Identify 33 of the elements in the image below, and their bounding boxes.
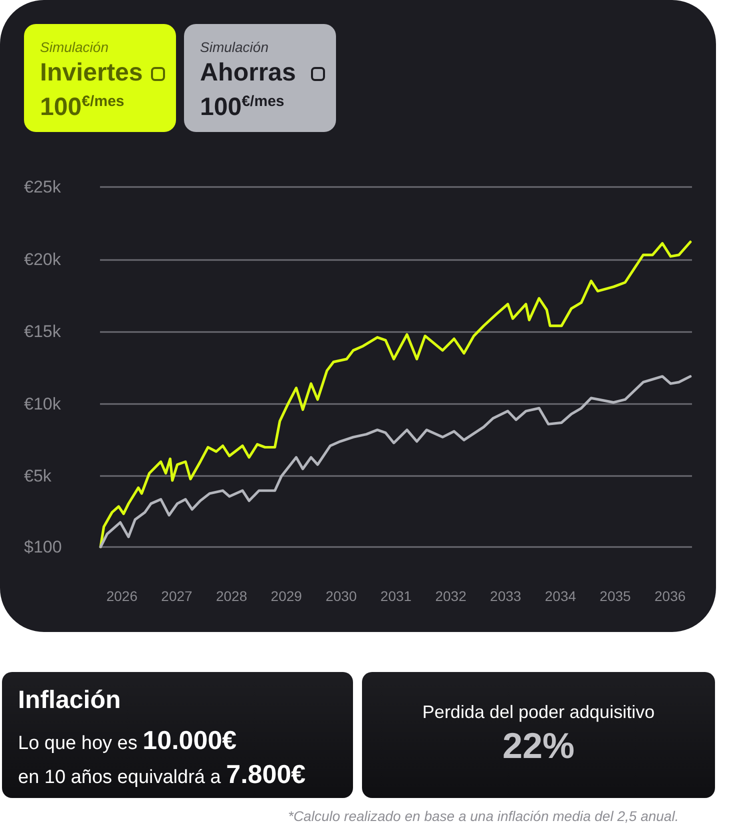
text: 100$^{€/mes}$ <box>200 92 286 121</box>
x-tick-label: 2035 <box>600 588 632 604</box>
line-series <box>99 375 692 548</box>
legend-label: Inviertes <box>40 58 143 86</box>
text: 7.800€ <box>226 759 306 789</box>
x-tick-label: 2036 <box>654 588 686 604</box>
x-tick-label: 2031 <box>380 588 412 604</box>
x-tick-label: 2026 <box>106 588 138 604</box>
text: Simulación <box>40 39 109 55</box>
line-series <box>99 240 692 548</box>
text: 100$^{€/mes}$ <box>40 92 126 121</box>
y-tick-label: €25k <box>24 178 62 196</box>
y-tick-label: €5k <box>24 466 52 486</box>
legend-label: Ahorras <box>200 58 296 86</box>
y-tick-label: €20k <box>24 250 62 269</box>
x-tick-label: 2028 <box>216 588 248 604</box>
text: en 10 años equivaldrá a <box>18 767 222 788</box>
x-tick-label: 2034 <box>544 588 576 604</box>
text: 22% <box>501 725 576 767</box>
text: Inflación <box>18 686 122 715</box>
text: 10.000€ <box>142 725 237 755</box>
y-tick-label: €10k <box>24 394 62 414</box>
x-tick-label: 2033 <box>490 588 522 604</box>
x-tick-label: 2029 <box>270 588 302 604</box>
y-tick-label: $100 <box>24 538 62 556</box>
text: Simulación <box>200 39 269 55</box>
x-tick-label: 2030 <box>326 588 357 604</box>
text: Perdida del poder adquisitivo <box>421 702 656 723</box>
x-tick-label: 2027 <box>161 588 193 604</box>
y-tick-label: €15k <box>24 322 62 342</box>
x-tick-label: 2032 <box>435 588 467 604</box>
text: *Calculo realizado en base a una inflación media del 2,5 anual. <box>288 808 679 824</box>
text: Lo que hoy es <box>18 733 138 754</box>
